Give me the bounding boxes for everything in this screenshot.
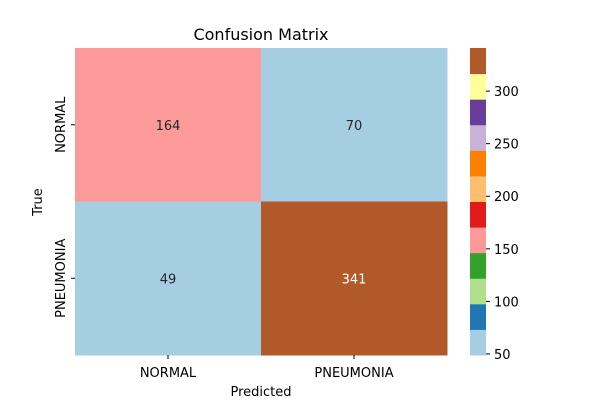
cell-value-label: 70 [346, 119, 363, 134]
x-tick-label: PNEUMONIA [314, 366, 393, 381]
heatmap-cell [261, 48, 448, 202]
cell-value-label: 164 [156, 119, 181, 134]
colorbar-segment [470, 252, 486, 279]
cell-value-label: 341 [342, 272, 367, 287]
colorbar-tick-label: 300 [494, 85, 519, 100]
y-tick-label: NORMAL [54, 96, 69, 153]
colorbar-segment [470, 73, 486, 100]
colorbar-segment [470, 303, 486, 330]
colorbar-ticks: 50 100 150 200 250 300 [486, 85, 519, 363]
y-tick-label: PNEUMONIA [54, 239, 69, 318]
heatmap-cell [261, 201, 448, 356]
colorbar-segment [470, 227, 486, 254]
cell-value-label: 49 [160, 272, 177, 287]
colorbar-segment [470, 48, 486, 75]
colorbar-tick-label: 200 [494, 190, 519, 205]
colorbar-tick-label: 50 [494, 348, 511, 363]
colorbar-tick-label: 100 [494, 295, 519, 310]
x-axis-ticks: NORMAL PNEUMONIA [140, 355, 394, 381]
heatmap-cell-labels: 164 70 49 341 [156, 119, 367, 288]
y-axis-label: True [31, 188, 46, 217]
colorbar-segment [470, 150, 486, 177]
colorbar-segment [470, 99, 486, 126]
colorbar-segment [470, 124, 486, 151]
heatmap-cell [75, 48, 262, 202]
colorbar-segment [470, 175, 486, 202]
colorbar [470, 48, 486, 356]
colorbar-tick-label: 150 [494, 243, 519, 258]
x-axis-label: Predicted [230, 385, 291, 400]
colorbar-segment [470, 201, 486, 228]
x-tick-label: NORMAL [140, 366, 197, 381]
chart-title: Confusion Matrix [193, 25, 328, 44]
y-axis-ticks: NORMAL PNEUMONIA [54, 96, 75, 318]
colorbar-tick-label: 250 [494, 138, 519, 153]
colorbar-segment [470, 329, 486, 356]
heatmap-cell [75, 201, 262, 356]
colorbar-segment [470, 278, 486, 305]
heatmap-cells [75, 48, 448, 356]
